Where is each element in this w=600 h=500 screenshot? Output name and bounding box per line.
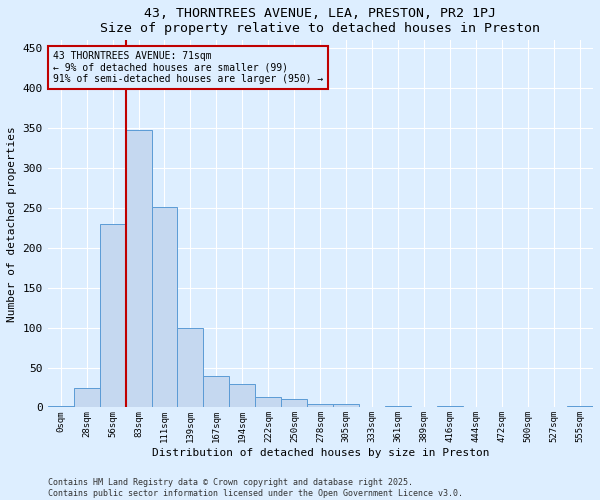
Bar	[47, 406, 74, 407]
Bar	[100, 224, 125, 408]
Bar	[307, 404, 334, 407]
Bar	[203, 376, 229, 408]
Bar	[74, 388, 100, 407]
Text: Contains HM Land Registry data © Crown copyright and database right 2025.
Contai: Contains HM Land Registry data © Crown c…	[48, 478, 463, 498]
Bar	[437, 406, 463, 407]
Bar	[281, 400, 307, 407]
Title: 43, THORNTREES AVENUE, LEA, PRESTON, PR2 1PJ
Size of property relative to detach: 43, THORNTREES AVENUE, LEA, PRESTON, PR2…	[100, 7, 541, 35]
Bar	[567, 406, 593, 407]
Bar	[125, 130, 152, 407]
Bar	[256, 397, 281, 407]
Bar	[385, 406, 411, 407]
Bar	[178, 328, 203, 407]
Bar	[334, 404, 359, 407]
X-axis label: Distribution of detached houses by size in Preston: Distribution of detached houses by size …	[152, 448, 489, 458]
Y-axis label: Number of detached properties: Number of detached properties	[7, 126, 17, 322]
Bar	[229, 384, 256, 407]
Text: 43 THORNTREES AVENUE: 71sqm
← 9% of detached houses are smaller (99)
91% of semi: 43 THORNTREES AVENUE: 71sqm ← 9% of deta…	[53, 52, 323, 84]
Bar	[152, 207, 178, 408]
